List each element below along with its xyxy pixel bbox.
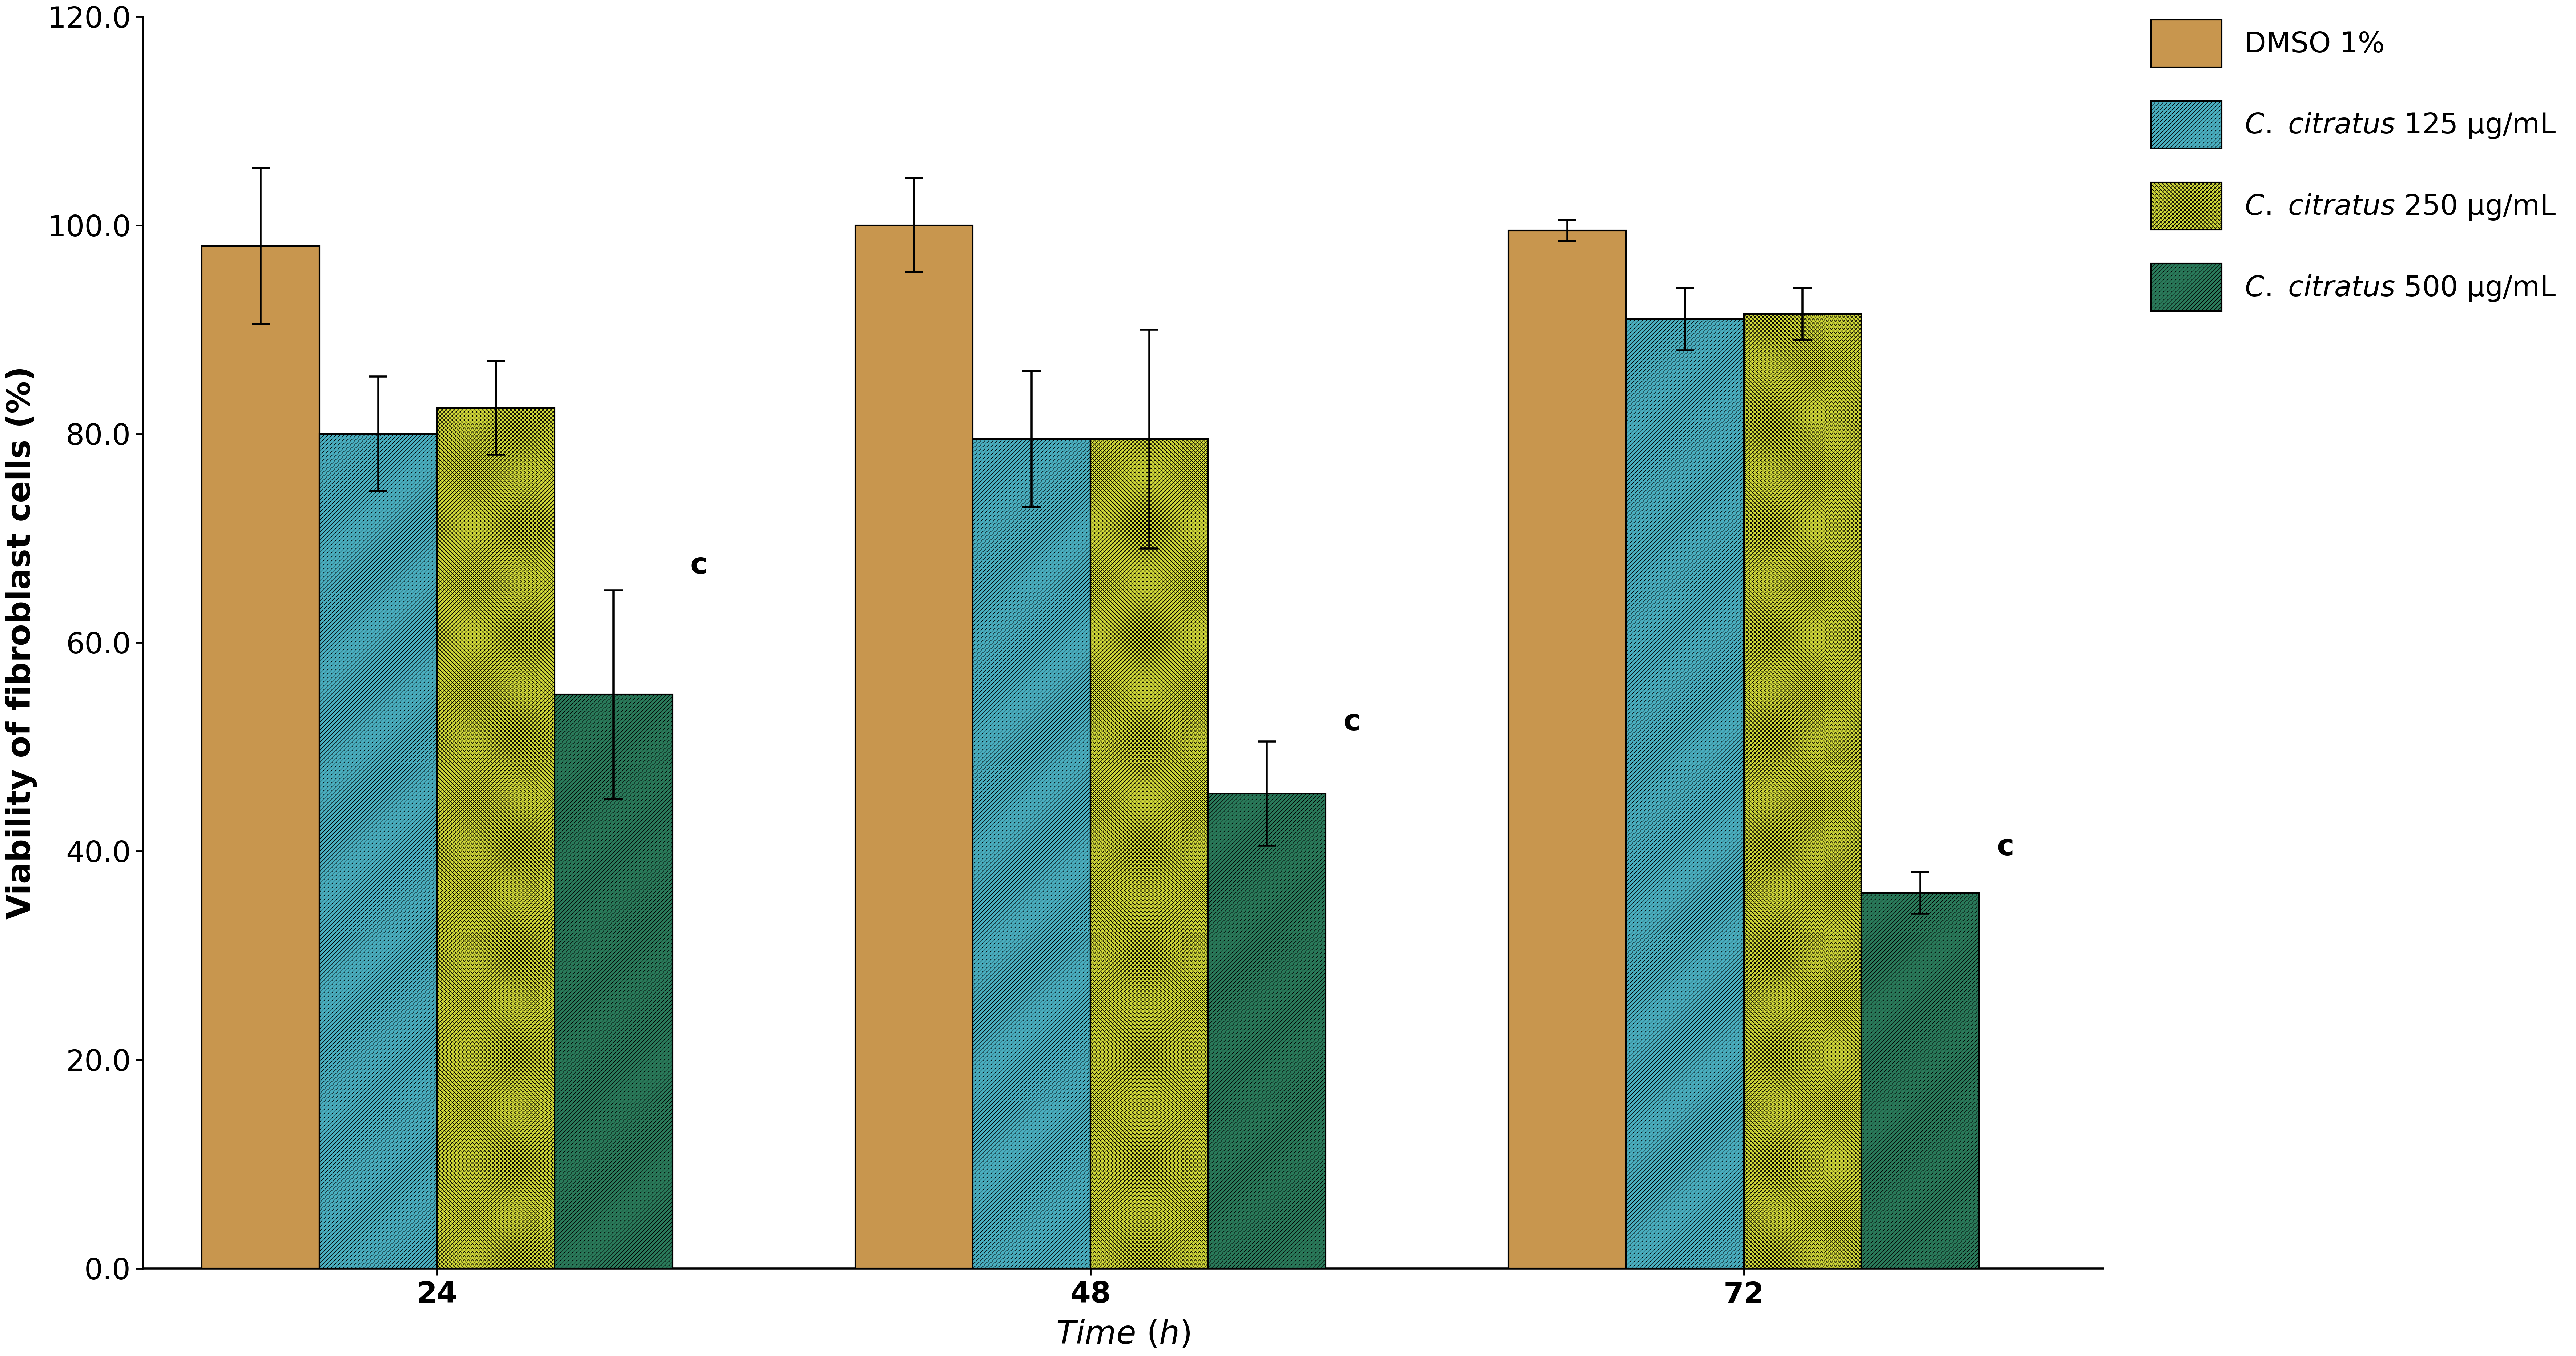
X-axis label: $\mathit{Time\ (h)}$: $\mathit{Time\ (h)}$ [1056,1319,1190,1351]
Y-axis label: Viability of fibroblast cells (%): Viability of fibroblast cells (%) [5,366,36,919]
Bar [1625,319,1744,1268]
Legend: DMSO 1%, $\it{C.\ citratus}$ 125 μg/mL, $\it{C.\ citratus}$ 250 μg/mL, $\it{C.\ : DMSO 1%, $\it{C.\ citratus}$ 125 μg/mL, … [2138,5,2571,325]
Text: c: c [690,552,708,580]
Bar [974,439,1090,1268]
Bar [554,694,672,1268]
Bar [201,245,319,1268]
Text: c: c [1996,833,2014,861]
Bar [438,408,554,1268]
Bar [1208,793,1327,1268]
Bar [855,225,974,1268]
Bar [319,434,438,1268]
Bar [1862,892,1978,1268]
Bar [1090,439,1208,1268]
Text: c: c [1342,708,1360,736]
Bar [1744,313,1862,1268]
Bar [1510,231,1625,1268]
